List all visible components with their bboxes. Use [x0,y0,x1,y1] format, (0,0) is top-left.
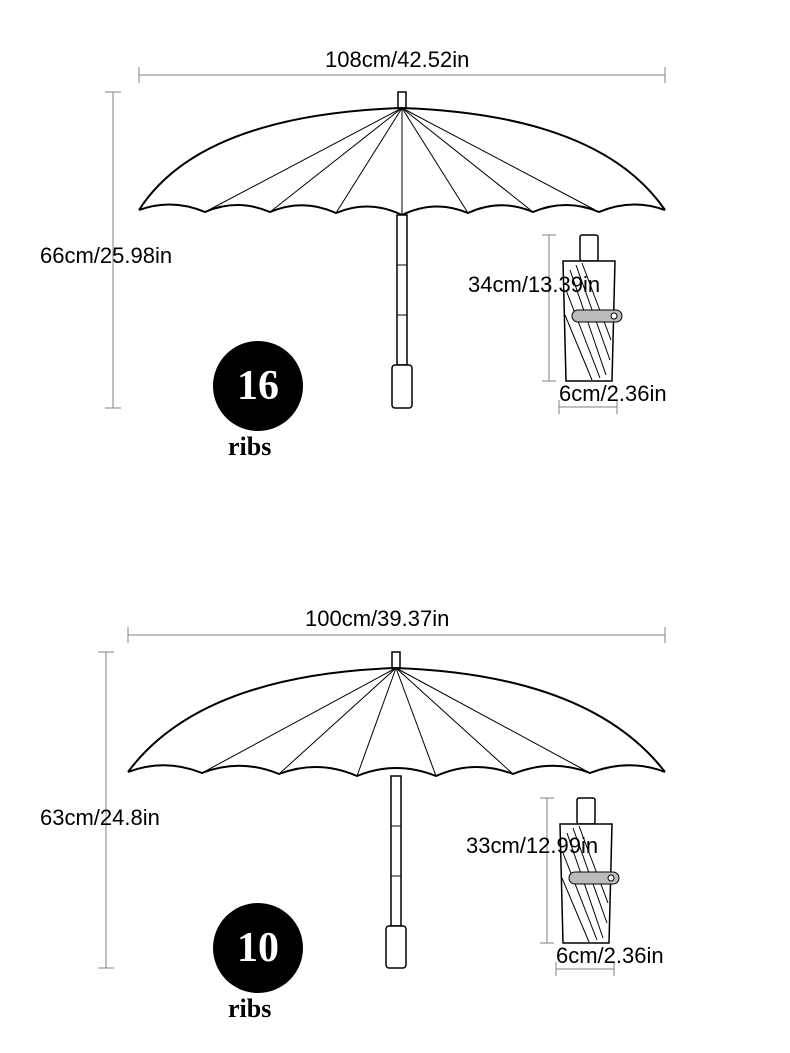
ribs-count-2: 10 [237,924,279,972]
ribs-badge-2: 10 [213,903,303,993]
height-label-2: 63cm/24.8in [40,805,160,831]
width-dimension-bar-2 [0,0,790,1053]
width-label-2: 100cm/39.37in [305,606,449,632]
umbrella-folded-icon-2 [560,798,619,943]
folded-height-label-2: 33cm/12.99in [466,833,598,859]
folded-width-label-2: 6cm/2.36in [556,943,664,969]
spec-section-10ribs: 100cm/39.37in 63cm/24.8in 33cm/12.99in 6… [0,0,790,1053]
ribs-sublabel-2: ribs [228,994,271,1024]
